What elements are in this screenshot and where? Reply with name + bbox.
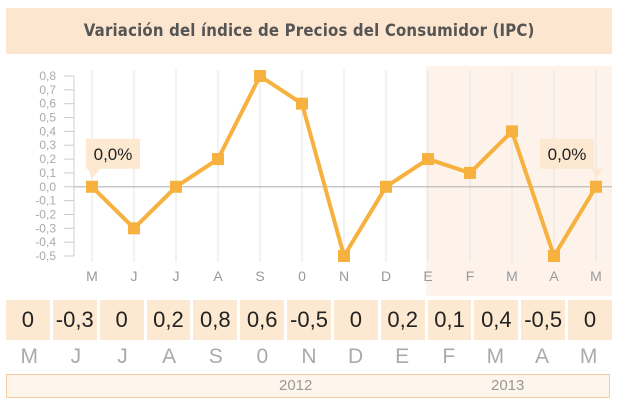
month-label: F: [442, 345, 456, 368]
data-point: [338, 250, 350, 262]
month-label: M: [486, 345, 505, 368]
x-tick-label: D: [381, 268, 391, 284]
y-tick-label: -0,3: [35, 221, 56, 235]
y-tick-label: -0,1: [35, 194, 56, 208]
month-label: A: [535, 345, 550, 368]
y-tick-label: 0,5: [39, 111, 56, 125]
x-tick-label: J: [131, 268, 138, 284]
value-table: 0 -0,3 0 0,2 0,8 0,6 -0,5 0 0,2 0,1 0,4 -0,5 0: [6, 300, 612, 340]
x-tick-label: M: [86, 268, 98, 284]
value-cell: 0,1: [427, 300, 472, 340]
x-tick-label: E: [423, 268, 432, 284]
data-point: [590, 180, 602, 193]
data-point: [296, 97, 308, 110]
y-tick-label: 0,4: [39, 124, 56, 138]
callout-label: 0,0%: [94, 145, 133, 164]
data-point: [170, 180, 182, 193]
callout-bubble: [86, 138, 140, 179]
month-label: N: [301, 345, 317, 368]
value-cell: 0,4: [474, 300, 519, 340]
data-point: [548, 250, 560, 262]
month-label: 0: [256, 345, 269, 368]
callout-label: 0,0%: [548, 145, 587, 164]
y-tick-label: -0,5: [35, 249, 56, 263]
month-label: J: [70, 345, 82, 368]
value-cell: -0,5: [521, 300, 566, 340]
value-cell: 0,6: [240, 300, 285, 340]
y-tick-label: 0,3: [39, 138, 56, 152]
y-tick-label: 0,2: [39, 152, 56, 166]
value-cell: 0,2: [380, 300, 425, 340]
data-point: [86, 180, 98, 193]
x-tick-label: 0: [298, 268, 306, 284]
x-tick-label: J: [173, 268, 180, 284]
chart-title: Variación del índice de Precios del Cons…: [83, 21, 535, 41]
y-tick-label: -0,2: [35, 207, 56, 221]
y-tick-label: 0,7: [39, 83, 56, 97]
y-tick-label: 0,1: [39, 166, 56, 180]
value-cell: 0,2: [146, 300, 191, 340]
month-label: M: [20, 345, 39, 368]
x-tick-label: M: [506, 268, 518, 284]
data-point: [380, 180, 392, 193]
data-point: [212, 153, 224, 166]
value-cell: 0,8: [193, 300, 238, 340]
value-cell: -0,3: [52, 300, 97, 340]
year-label-2013: 2013: [491, 377, 525, 394]
x-tick-label: S: [255, 268, 264, 284]
value-cell: 0: [99, 300, 144, 340]
y-tick-label: 0,8: [39, 69, 56, 83]
data-point: [464, 166, 476, 179]
data-point: [422, 153, 434, 166]
value-cell: 0: [333, 300, 378, 340]
month-label: D: [347, 345, 364, 368]
value-cell: 0: [568, 300, 612, 340]
x-tick-label: F: [466, 268, 475, 284]
y-tick-label: 0,6: [39, 97, 56, 111]
x-tick-label: M: [590, 268, 602, 284]
month-labels-row: M J J A S 0 N D E F M A M: [6, 343, 612, 371]
data-point: [128, 222, 140, 235]
month-label: A: [162, 345, 177, 368]
month-label: M: [579, 345, 598, 368]
x-tick-label: A: [213, 268, 223, 284]
title-band: Variación del índice de Precios del Cons…: [6, 8, 612, 54]
y-tick-label: 0,0: [39, 180, 56, 194]
year-label-2012: 2012: [279, 377, 313, 394]
year-highlight-band: [426, 66, 612, 296]
y-tick-label: -0,4: [35, 235, 56, 249]
data-point: [506, 125, 518, 138]
line-chart: 0,80,70,60,50,40,30,20,10,0-0,1-0,2-0,3-…: [35, 66, 612, 296]
value-cell: 0: [6, 300, 50, 340]
callout-bubble: [540, 138, 604, 179]
month-label: J: [117, 345, 128, 368]
x-tick-label: A: [549, 268, 559, 284]
year-band: 2012 2013: [6, 374, 610, 398]
data-point: [254, 70, 266, 82]
month-label: S: [208, 345, 223, 368]
month-label: E: [395, 345, 410, 368]
value-cell: -0,5: [287, 300, 331, 340]
x-tick-label: N: [339, 268, 349, 284]
